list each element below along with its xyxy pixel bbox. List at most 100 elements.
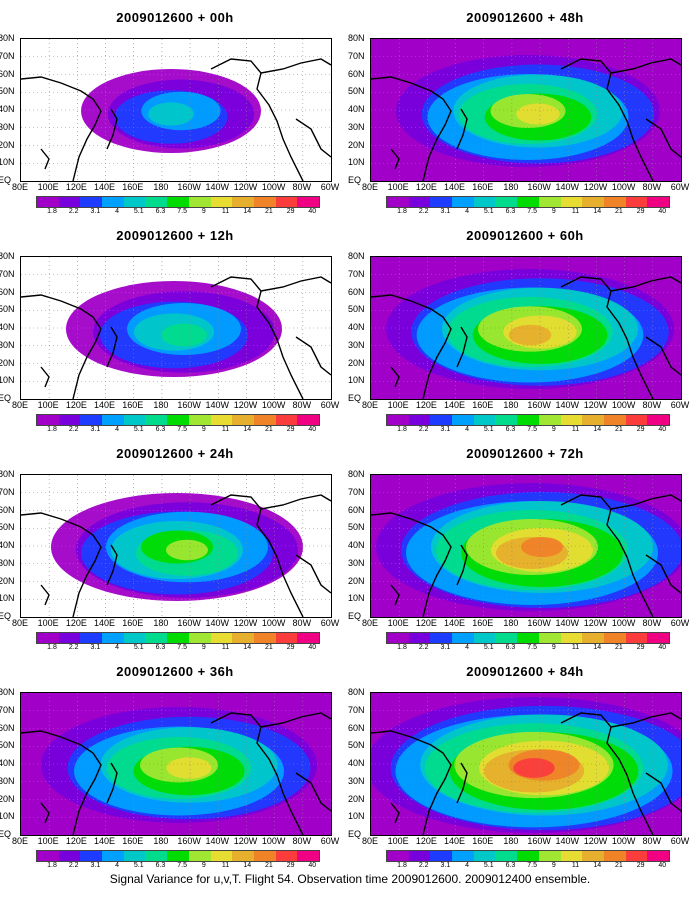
colorbar-swatch <box>167 851 189 861</box>
longitude-label: 100W <box>611 182 636 192</box>
longitude-label: 80E <box>11 618 29 628</box>
latitude-label: EQ <box>0 611 12 621</box>
colorbar-label: 9 <box>551 862 556 869</box>
longitude-label: 160E <box>122 618 144 628</box>
colorbar-label: 3.1 <box>440 208 451 215</box>
map-plot <box>20 692 332 836</box>
colorbar-swatch <box>625 851 648 861</box>
latitude-label: 30N <box>0 775 15 786</box>
colorbar-label: 2.2 <box>68 862 79 869</box>
colorbar-label: 2.2 <box>68 426 79 433</box>
latitude-label: 40N <box>0 540 15 550</box>
longitude-label: 140W <box>205 400 230 410</box>
latitude-label: 20N <box>348 793 365 804</box>
latitude-label: 70N <box>348 268 365 279</box>
colorbar-swatch <box>452 415 474 425</box>
latitude-label: 70N <box>0 486 15 497</box>
colorbar-label: 9 <box>201 862 206 869</box>
latitude-label: 10N <box>348 811 365 822</box>
latitude-label: 10N <box>348 375 365 386</box>
colorbar-swatch <box>275 197 298 207</box>
panel-title: 2009012600 + 48h <box>466 10 584 25</box>
colorbar-swatch <box>473 851 496 861</box>
latitude-label: 80N <box>0 687 15 697</box>
colorbar-swatch <box>452 197 474 207</box>
colorbar-label: 5.1 <box>483 644 494 651</box>
colorbar-label: 5.1 <box>133 426 144 433</box>
latitude-label: EQ <box>0 175 12 185</box>
longitude-label: 120W <box>233 836 258 846</box>
latitude-label: 60N <box>0 504 15 515</box>
longitude-label: 80E <box>361 836 379 846</box>
colorbar <box>36 196 320 208</box>
panel-title: 2009012600 + 84h <box>466 664 584 679</box>
colorbar-swatch <box>517 633 539 643</box>
colorbar-label: 5.1 <box>133 862 144 869</box>
colorbar-swatch <box>603 415 626 425</box>
colorbar <box>386 632 670 644</box>
longitude-label: 120E <box>415 400 437 410</box>
colorbar-label: 2.2 <box>418 862 429 869</box>
longitude-label: 160E <box>472 836 494 846</box>
variance-contour <box>521 537 563 557</box>
longitude-label: 80E <box>361 618 379 628</box>
longitude-label: 140W <box>205 182 230 192</box>
longitude-label: 60W <box>320 182 340 192</box>
colorbar-swatch <box>473 415 496 425</box>
panel-title: 2009012600 + 36h <box>116 664 234 679</box>
map-plot <box>20 256 332 400</box>
latitude-label: 10N <box>348 157 365 168</box>
colorbar-swatch <box>603 851 626 861</box>
longitude-label: 160W <box>527 618 551 628</box>
colorbar-label: 40 <box>308 644 317 651</box>
longitude-label: 120W <box>233 400 258 410</box>
colorbar-label: 3.1 <box>440 862 451 869</box>
latitude-label: 50N <box>0 86 15 97</box>
longitude-label: 160W <box>527 182 551 192</box>
longitude-label: 120E <box>415 182 437 192</box>
colorbar-label: 29 <box>286 208 295 215</box>
latitude-label: 30N <box>348 121 365 132</box>
longitude-label: 140W <box>205 618 230 628</box>
colorbar-swatch <box>188 197 211 207</box>
longitude-label: 160W <box>177 836 201 846</box>
latitude-label: 80N <box>0 469 15 479</box>
colorbar-swatch <box>408 633 431 643</box>
colorbar-label: 5.1 <box>483 208 494 215</box>
colorbar-label: 1.8 <box>47 426 57 433</box>
colorbar-swatch <box>167 633 189 643</box>
longitude-label: 120W <box>233 182 258 192</box>
colorbar-swatch <box>58 415 81 425</box>
colorbar-label: 40 <box>658 208 667 215</box>
map-panel: 2009012600 + 72h 80N 70N 60N 50N 40N 30N 20N 10N… <box>348 436 700 658</box>
panel-title: 2009012600 + 12h <box>116 228 234 243</box>
colorbar-label: 40 <box>308 862 317 869</box>
colorbar-label: 6.3 <box>505 426 516 433</box>
colorbar-swatch <box>495 197 518 207</box>
colorbar-swatch <box>473 197 496 207</box>
longitude-label: 160E <box>472 182 494 192</box>
latitude-label: 80N <box>0 33 15 43</box>
latitude-label: EQ <box>348 175 362 185</box>
longitude-label: 160W <box>527 836 551 846</box>
latitude-label: 20N <box>348 575 365 586</box>
colorbar-swatch <box>647 415 669 425</box>
latitude-label: 40N <box>0 104 15 114</box>
map-panel: 2009012600 + 84h 80N 70N 60N 50N 40N 30N 20N 10N… <box>348 654 700 876</box>
longitude-label: 140E <box>444 836 466 846</box>
longitude-label: 120E <box>415 836 437 846</box>
longitude-label: 160W <box>177 618 201 628</box>
colorbar-swatch <box>37 633 59 643</box>
latitude-label: 60N <box>0 722 15 733</box>
colorbar-label: 40 <box>308 426 317 433</box>
longitude-label: 140E <box>94 618 116 628</box>
longitude-label: 120W <box>233 618 258 628</box>
colorbar-swatch <box>517 197 539 207</box>
colorbar-swatch <box>387 415 409 425</box>
colorbar-swatch <box>80 415 103 425</box>
colorbar-swatch <box>58 851 81 861</box>
longitude-label: 160E <box>122 182 144 192</box>
latitude-label: 50N <box>348 86 365 97</box>
colorbar <box>36 632 320 644</box>
colorbar-swatch <box>210 633 233 643</box>
